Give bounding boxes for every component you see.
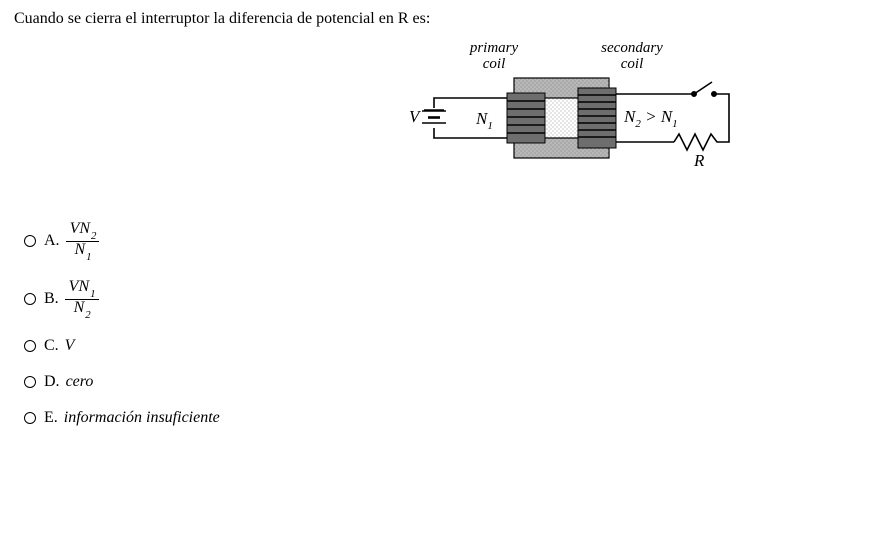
option-E-text: información insuficiente xyxy=(64,409,220,427)
primary-coil xyxy=(507,93,545,143)
label-primary-bot: coil xyxy=(483,56,506,72)
option-letter: E. xyxy=(44,409,58,427)
option-D-text: cero xyxy=(66,373,94,391)
radio-icon xyxy=(24,340,36,352)
label-secondary-bot: coil xyxy=(621,56,644,72)
option-B[interactable]: B. VN1 N2 xyxy=(24,279,871,319)
option-letter: C. xyxy=(44,337,59,355)
option-letter: D. xyxy=(44,373,60,391)
radio-icon xyxy=(24,412,36,424)
option-B-fraction: VN1 N2 xyxy=(65,279,99,319)
label-N2-gt-N1: N2 > N1 xyxy=(623,107,678,130)
primary-circuit xyxy=(424,98,507,138)
question-text: Cuando se cierra el interruptor la difer… xyxy=(14,10,871,28)
label-V: V xyxy=(409,107,422,126)
radio-icon xyxy=(24,293,36,305)
radio-icon xyxy=(24,376,36,388)
option-C[interactable]: C. V xyxy=(24,337,871,355)
answer-options: A. VN2 N1 B. VN1 N2 C. V D. cero E. info… xyxy=(14,221,871,427)
secondary-coil xyxy=(578,88,616,148)
option-letter: B. xyxy=(44,290,59,308)
option-E[interactable]: E. información insuficiente xyxy=(24,409,871,427)
option-A[interactable]: A. VN2 N1 xyxy=(24,221,871,261)
label-primary-top: primary xyxy=(469,40,519,56)
option-C-text: V xyxy=(65,337,75,355)
label-N1: N1 xyxy=(475,109,493,132)
label-R: R xyxy=(693,151,705,170)
option-letter: A. xyxy=(44,232,60,250)
battery-plates xyxy=(422,111,446,129)
option-A-fraction: VN2 N1 xyxy=(66,221,100,261)
circuit-figure: primary coil secondary coil xyxy=(364,38,871,203)
option-D[interactable]: D. cero xyxy=(24,373,871,391)
radio-icon xyxy=(24,235,36,247)
label-secondary-top: secondary xyxy=(601,40,663,56)
